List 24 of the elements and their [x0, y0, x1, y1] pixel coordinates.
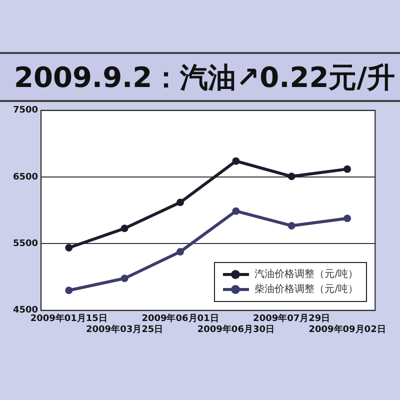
- point: [344, 214, 352, 222]
- point: [65, 286, 73, 294]
- y-tick-label: 5500: [12, 239, 38, 250]
- y-tick-label: 6500: [12, 172, 38, 182]
- legend-label: 柴油价格调整（元/吨）: [254, 282, 358, 298]
- point: [288, 172, 296, 180]
- x-tick-label: 2009年07月29日: [253, 313, 330, 324]
- x-tick-label: 2009年06月30日: [197, 324, 274, 335]
- point: [176, 198, 184, 206]
- x-tick-label: 2009年01月15日: [30, 313, 108, 324]
- x-tick-label: 2009年09月02日: [308, 324, 386, 335]
- point: [344, 165, 352, 173]
- legend-label: 汽油价格调整（元/吨）: [254, 268, 358, 282]
- point: [232, 157, 240, 165]
- x-tick-label: 2009年06月01日: [142, 313, 219, 324]
- point: [288, 222, 296, 230]
- point: [120, 274, 128, 282]
- point: [176, 248, 184, 256]
- x-tick-label: 2009年03月25日: [86, 324, 164, 335]
- point: [65, 244, 73, 252]
- point: [120, 224, 128, 232]
- chart-title: 2009.9.2：汽油↗0.22元/升: [14, 60, 395, 96]
- point: [232, 207, 240, 215]
- y-tick-label: 7500: [12, 106, 38, 116]
